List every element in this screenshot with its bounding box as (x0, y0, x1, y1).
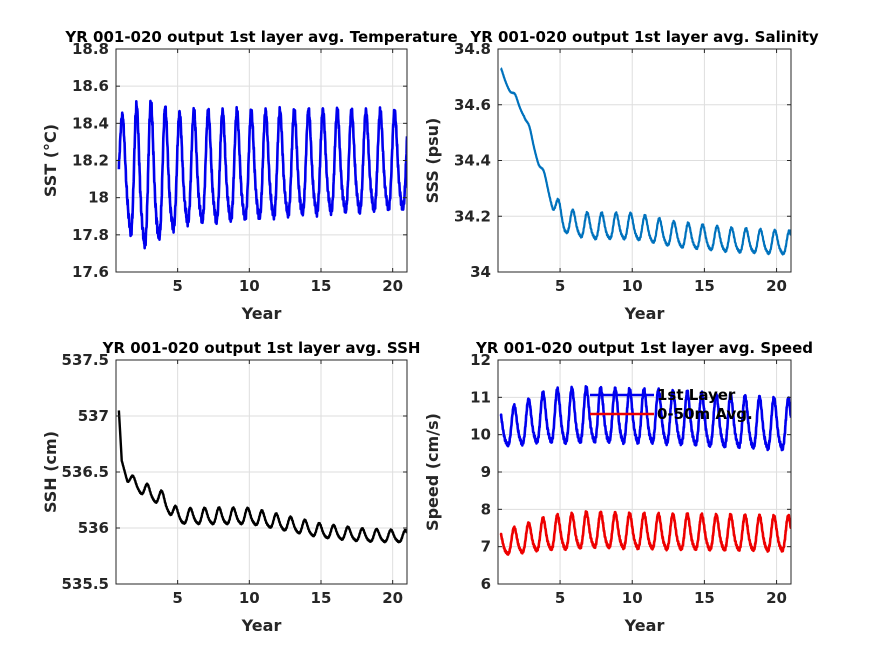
y-tick-label: 34.4 (454, 152, 491, 170)
x-tick-label: 15 (311, 277, 332, 295)
x-tick-label: 20 (382, 277, 403, 295)
chart-panel-2: 5 10 15 20 34 34.2 34.4 34.6 34.8 Year SSS (psu) YR… (423, 28, 819, 323)
x-axis-label: Year (241, 304, 282, 323)
x-tick-label: 15 (694, 589, 715, 607)
y-tick-label: 18.8 (72, 40, 109, 58)
x-tick-label: 20 (766, 589, 787, 607)
series-line-2 (499, 510, 791, 556)
y-tick-label: 11 (470, 388, 491, 406)
y-tick-label: 8 (481, 500, 491, 518)
y-tick-label: 34.8 (454, 40, 491, 58)
y-axis-label: Speed (cm/s) (423, 413, 442, 531)
y-tick-label: 17.6 (72, 263, 109, 281)
x-tick-label: 10 (622, 277, 643, 295)
y-tick-label: 537 (78, 407, 109, 425)
series-line-1 (117, 99, 407, 250)
series-line-1 (500, 67, 791, 256)
y-tick-label: 12 (470, 351, 491, 369)
y-tick-label: 17.8 (72, 226, 109, 244)
x-axis-label: Year (624, 304, 665, 323)
x-tick-label: 20 (382, 589, 403, 607)
y-tick-label: 536 (78, 519, 109, 537)
y-tick-label: 7 (481, 538, 491, 556)
y-tick-label: 6 (481, 575, 491, 593)
y-tick-label: 34.2 (454, 207, 491, 225)
x-tick-label: 5 (172, 589, 182, 607)
y-tick-label: 34.6 (454, 96, 491, 114)
y-tick-label: 537.5 (62, 351, 109, 369)
chart-panel-3: 5 10 15 20 535.5 536 536.5 537 537.5 Year SSH (cm)… (41, 339, 420, 635)
x-tick-label: 10 (239, 277, 260, 295)
legend-label: 1st Layer (657, 386, 736, 404)
legend-label: 0-50m Avg. (657, 405, 753, 423)
chart-panel-1: 5 10 15 20 17.6 17.8 18 18.2 18.4 18.6 18.8 Year SST… (41, 28, 458, 323)
y-tick-label: 536.5 (62, 463, 109, 481)
x-tick-label: 5 (555, 589, 565, 607)
series-line-1 (117, 410, 407, 544)
y-tick-label: 34 (470, 263, 491, 281)
y-tick-label: 9 (481, 463, 491, 481)
x-tick-label: 5 (172, 277, 182, 295)
chart-title: YR 001-020 output 1st layer avg. Tempera… (64, 28, 457, 46)
x-tick-label: 10 (239, 589, 260, 607)
x-tick-label: 10 (622, 589, 643, 607)
y-axis-label: SSH (cm) (41, 431, 60, 513)
series-line-1 (499, 384, 791, 452)
y-tick-label: 18.6 (72, 77, 109, 95)
x-tick-label: 5 (555, 277, 565, 295)
chart-title: YR 001-020 output 1st layer avg. Speed (475, 339, 813, 357)
y-tick-label: 18 (88, 189, 109, 207)
y-tick-label: 10 (470, 426, 491, 444)
y-axis-label: SSS (psu) (423, 118, 442, 204)
chart-panel-4: 5 10 15 20 6 7 8 9 10 11 12 Year Speed (cm/s) YR 001-… (423, 339, 813, 635)
x-tick-label: 15 (694, 277, 715, 295)
chart-title: YR 001-020 output 1st layer avg. Salinit… (469, 28, 819, 46)
x-axis-label: Year (241, 616, 282, 635)
y-tick-label: 18.2 (72, 152, 109, 170)
y-tick-label: 535.5 (62, 575, 109, 593)
chart-title: YR 001-020 output 1st layer avg. SSH (102, 339, 421, 357)
y-axis-label: SST (°C) (41, 124, 60, 197)
x-axis-label: Year (624, 616, 665, 635)
y-tick-label: 18.4 (72, 114, 109, 132)
x-tick-label: 15 (311, 589, 332, 607)
x-tick-label: 20 (766, 277, 787, 295)
